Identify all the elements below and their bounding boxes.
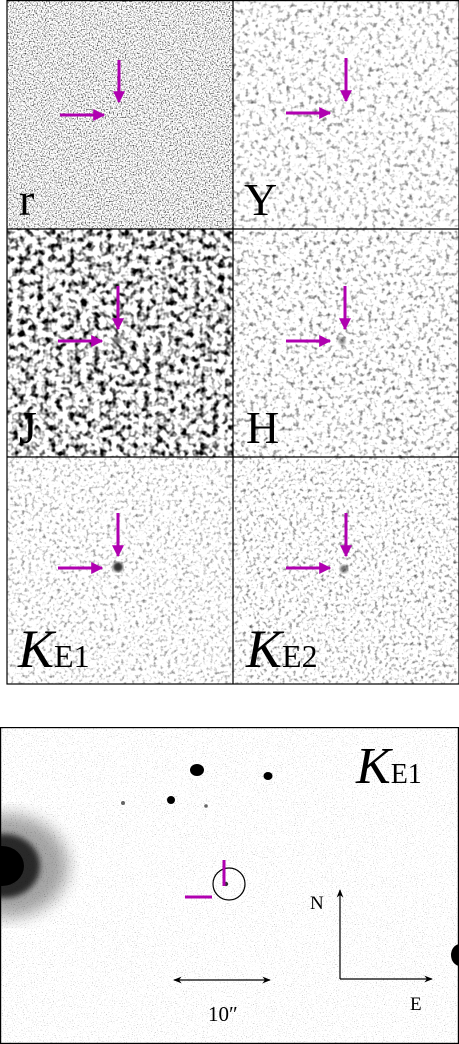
finder-band-label-main: K: [355, 738, 393, 795]
stamp-h: [233, 229, 459, 457]
stamp-k-e1: [7, 457, 233, 684]
target-source-h: [338, 337, 346, 345]
band-label-j: J: [19, 402, 37, 453]
stamp-r: [7, 0, 233, 229]
marker-k-e2: [286, 513, 352, 574]
finder-band-label-sub: E1: [391, 759, 422, 790]
band-label-r: r: [19, 174, 34, 225]
marker-h: [286, 286, 351, 347]
finder-frame: [0, 727, 459, 1044]
stamp-y: [233, 0, 459, 229]
edge-star: [451, 944, 459, 966]
band-label-y: Y: [244, 174, 277, 225]
band-label-k-e1: KE1: [17, 619, 90, 679]
field-stars: [121, 764, 273, 808]
bright-galaxy: [0, 814, 68, 918]
target-source-j: [113, 337, 121, 345]
marker-arrows: [58, 58, 352, 574]
band-label-h: H: [246, 402, 279, 453]
finder-chart: N E 10″ KE1: [0, 727, 459, 1044]
band-label-k-e2: KE2: [245, 619, 318, 679]
compass-north-label: N: [310, 893, 324, 914]
marker-r: [60, 60, 125, 121]
band-label-k-e2-sub: E2: [282, 638, 318, 674]
target-source-k-e2: [340, 565, 348, 573]
finder-marker: [185, 860, 226, 899]
scale-bar-label: 10″: [208, 1002, 238, 1026]
compass-east-label: E: [410, 994, 422, 1015]
band-label-k-e1-sub: E1: [54, 638, 90, 674]
marker-k-e1: [58, 513, 124, 574]
grid-lines: [6, 0, 459, 685]
finder-band-label: KE1: [355, 738, 422, 795]
target-circle: [212, 867, 246, 901]
finder-noise: [0, 727, 459, 1044]
target-source-k-e1: [113, 562, 123, 572]
band-label-k-e1-main: K: [17, 619, 57, 679]
marker-j: [58, 286, 124, 347]
compass: [336, 889, 433, 983]
band-label-k-e2-main: K: [245, 619, 285, 679]
marker-y: [286, 58, 352, 119]
stamp-grid: r Y J H KE1 KE2: [6, 0, 459, 685]
